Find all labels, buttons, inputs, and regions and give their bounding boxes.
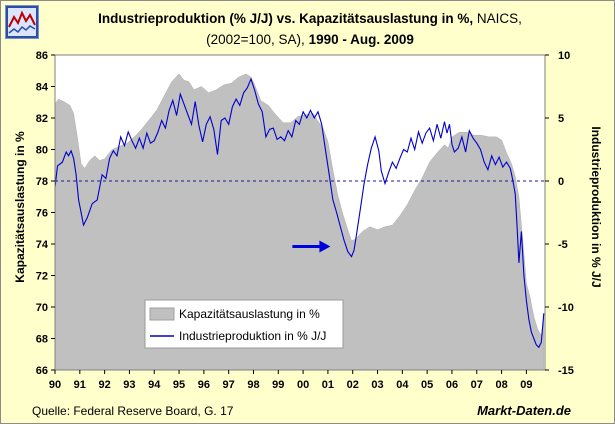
x-tick-label: 02 [347,379,359,391]
x-tick-label: 98 [247,379,259,391]
x-tick-label: 99 [272,379,284,391]
y-left-tick-label: 76 [36,208,48,220]
logo [5,5,39,39]
y-right-tick-label: -10 [558,302,574,314]
x-tick-label: 07 [471,379,483,391]
x-tick-label: 03 [371,379,383,391]
y-left-tick-label: 72 [36,271,48,283]
legend: Kapazitätsauslastung in % Industrieproduk… [144,299,344,349]
x-tick-label: 08 [495,379,507,391]
x-tick-label: 94 [148,379,161,391]
x-tick-label: 96 [198,379,210,391]
x-tick-label: 90 [49,379,61,391]
x-tick-label: 04 [396,379,409,391]
y-left-tick-label: 78 [36,176,48,188]
x-tick-label: 95 [173,379,185,391]
y-left-tick-label: 66 [36,365,48,377]
y-left-tick-label: 68 [36,334,48,346]
x-tick-label: 91 [74,379,86,391]
legend-label-area: Kapazitätsauslastung in % [179,307,320,321]
x-tick-label: 09 [520,379,532,391]
y-left-tick-label: 86 [36,50,48,62]
y-right-tick-label: 5 [558,113,564,125]
x-tick-label: 06 [446,379,458,391]
x-tick-label: 05 [421,379,433,391]
title-suffix: NAICS, [473,11,522,26]
brand-link[interactable]: Markt-Daten.de [477,403,571,418]
legend-box [144,299,344,349]
y-right-tick-label: 0 [558,176,564,188]
series-line-industrieproduktion [54,77,545,349]
y-right-tick-label: -5 [558,239,568,251]
x-tick-label: 92 [98,379,110,391]
y-right-tick-label: 10 [558,50,570,62]
chart-title: Industrieproduktion (% J/J) vs. Kapazitä… [60,8,560,50]
subtitle-range: 1990 - Aug. 2009 [304,32,414,47]
x-tick-label: 97 [223,379,235,391]
y-left-tick-label: 74 [36,239,49,251]
x-tick-label: 00 [297,379,309,391]
y-left-tick-label: 84 [36,82,49,94]
legend-label-line: Industrieproduktion in % J/J [179,329,326,343]
annotation-arrow-head [319,240,331,253]
x-tick-label: 93 [123,379,135,391]
legend-swatch-area [149,307,175,321]
y-left-tick-label: 80 [36,145,48,157]
source-note: Quelle: Federal Reserve Board, G. 17 [32,404,234,418]
y-left-tick-label: 82 [36,113,48,125]
series-area-kapazitaetsauslastung [54,73,545,371]
y-left-tick-label: 70 [36,302,48,314]
title-main: Industrieproduktion (% J/J) vs. Kapazitä… [98,11,474,26]
subtitle-plain: (2002=100, SA), [206,32,305,47]
y-right-tick-label: -15 [558,365,574,377]
x-tick-label: 01 [322,379,334,391]
